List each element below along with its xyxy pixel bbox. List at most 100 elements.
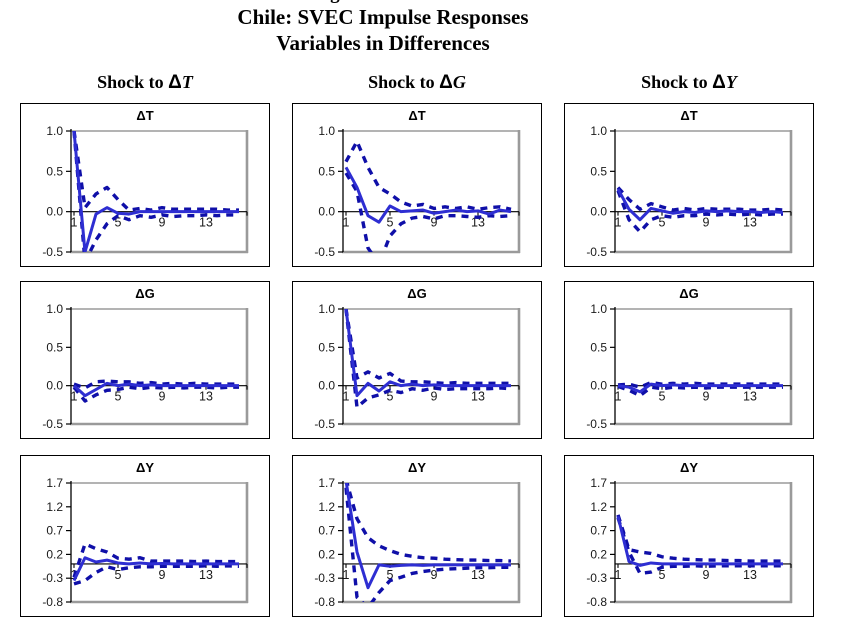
panel-title: ΔT xyxy=(136,108,154,123)
shock-prefix: Shock to xyxy=(97,72,169,92)
x-tick-label: 5 xyxy=(659,568,666,582)
irf-panel: ΔG 1.0 0.5 0.0 -0.5 1 5 9 13 xyxy=(564,281,814,439)
x-tick-label: 1 xyxy=(71,216,78,230)
lower-band-line xyxy=(73,564,240,586)
x-tick-label: 13 xyxy=(743,390,757,404)
x-tick-label: 9 xyxy=(431,216,438,230)
lower-band-line xyxy=(344,172,512,252)
x-tick-label: 9 xyxy=(431,568,438,582)
y-tick-label: 0.0 xyxy=(590,379,607,393)
irf-panel: ΔY 1.7 1.2 0.7 0.2 -0.3 -0.8 1 5 9 13 xyxy=(292,455,542,617)
y-tick-label: 0.5 xyxy=(46,164,63,178)
x-tick-label: 5 xyxy=(115,390,122,404)
delta-glyph: Δ xyxy=(439,72,453,93)
x-tick-label: 5 xyxy=(387,216,394,230)
y-tick-label: 1.0 xyxy=(318,302,335,316)
irf-panel: ΔT 1.0 0.5 0.0 -0.5 1 5 9 13 xyxy=(292,103,542,267)
y-tick-label: -0.3 xyxy=(586,571,607,585)
y-tick-label: 1.0 xyxy=(46,302,63,316)
delta-glyph: Δ xyxy=(168,72,182,93)
x-tick-label: 13 xyxy=(199,390,213,404)
response-line xyxy=(72,381,239,398)
panel-title: ΔG xyxy=(679,286,699,301)
lower-band-line xyxy=(617,384,783,398)
y-tick-label: -0.5 xyxy=(314,245,335,259)
response-line xyxy=(72,131,239,252)
y-tick-label: 0.5 xyxy=(46,340,63,354)
x-tick-label: 1 xyxy=(343,390,350,404)
y-tick-label: -0.5 xyxy=(42,417,63,431)
panel-title: ΔY xyxy=(407,460,426,475)
irf-chart: 1.0 0.5 0.0 -0.5 1 5 9 13 xyxy=(314,124,521,259)
upper-band-line xyxy=(344,309,511,386)
y-tick-label: 0.7 xyxy=(318,524,335,538)
y-tick-label: 1.0 xyxy=(318,124,335,138)
y-tick-label: 0.0 xyxy=(318,379,335,393)
panel-title: ΔG xyxy=(135,286,155,301)
upper-band-line xyxy=(73,379,239,390)
x-tick-label: 13 xyxy=(743,216,757,230)
response-line xyxy=(616,188,784,222)
irf-chart: 1.0 0.5 0.0 -0.5 1 5 9 13 xyxy=(42,124,249,259)
irf-chart: 1.71.20.70.2-0.3-0.81 5 9 13 xyxy=(42,476,249,609)
y-tick-label: 0.2 xyxy=(46,547,63,561)
lower-band-line xyxy=(72,131,239,252)
response-line xyxy=(617,382,783,394)
x-tick-label: 9 xyxy=(703,568,710,582)
response-line xyxy=(616,515,783,567)
lower-band-line xyxy=(344,487,511,602)
response-line xyxy=(72,556,239,582)
x-tick-label: 1 xyxy=(615,390,622,404)
y-tick-label: 1.0 xyxy=(590,302,607,316)
x-tick-label: 13 xyxy=(743,568,757,582)
irf-chart: 1.0 0.5 0.0 -0.5 1 5 9 13 xyxy=(586,124,793,259)
x-tick-label: 9 xyxy=(703,390,710,404)
y-tick-label: -0.8 xyxy=(586,595,607,609)
x-tick-label: 9 xyxy=(703,216,710,230)
y-tick-label: 0.0 xyxy=(318,205,335,219)
upper-band-line xyxy=(345,483,512,563)
shock-prefix: Shock to xyxy=(368,72,440,92)
lower-band-line xyxy=(616,517,783,576)
irf-chart: 1.71.20.70.2-0.3-0.81 5 9 13 xyxy=(314,476,521,609)
irf-chart: 1.0 0.5 0.0 -0.5 1 5 9 13 xyxy=(586,302,793,431)
panel-title: ΔT xyxy=(680,108,698,123)
x-tick-label: 1 xyxy=(615,568,622,582)
irf-panel: ΔT 1.0 0.5 0.0 -0.5 1 5 9 13 xyxy=(564,103,814,267)
y-tick-label: 0.5 xyxy=(590,164,607,178)
x-tick-label: 9 xyxy=(431,390,438,404)
x-tick-label: 5 xyxy=(387,568,394,582)
irf-panel: ΔT 1.0 0.5 0.0 -0.5 1 5 9 13 xyxy=(20,103,270,267)
shock-variable: Y xyxy=(725,72,737,92)
y-tick-label: 0.5 xyxy=(318,164,335,178)
y-tick-label: 0.0 xyxy=(46,379,63,393)
y-tick-label: -0.3 xyxy=(42,571,63,585)
panel-title: ΔG xyxy=(407,286,427,301)
irf-panel: ΔY 1.7 1.2 0.7 0.2 -0.3 -0.8 1 5 9 13 xyxy=(20,455,270,617)
y-tick-label: 1.2 xyxy=(46,500,63,514)
column-header-shock-dT: Shock to ΔT xyxy=(20,72,270,94)
response-line xyxy=(344,166,512,224)
x-tick-label: 1 xyxy=(71,390,78,404)
upper-band-line xyxy=(616,514,783,563)
panel-title: ΔT xyxy=(408,108,426,123)
y-tick-label: -0.3 xyxy=(314,571,335,585)
y-tick-label: 1.7 xyxy=(46,476,63,490)
y-tick-label: 0.7 xyxy=(590,524,607,538)
y-tick-label: -0.5 xyxy=(586,245,607,259)
y-tick-label: 0.7 xyxy=(46,524,63,538)
x-tick-label: 13 xyxy=(471,390,485,404)
shock-prefix: Shock to xyxy=(641,72,713,92)
x-tick-label: 9 xyxy=(159,390,166,404)
y-tick-label: 1.7 xyxy=(590,476,607,490)
y-tick-label: 1.7 xyxy=(318,476,335,490)
y-tick-label: 1.2 xyxy=(318,500,335,514)
irf-chart: 1.0 0.5 0.0 -0.5 1 5 9 13 xyxy=(314,302,521,431)
x-tick-label: 5 xyxy=(659,216,666,230)
figure-subtitle: Variables in Differences xyxy=(276,31,490,55)
x-tick-label: 1 xyxy=(343,568,350,582)
x-tick-label: 13 xyxy=(199,216,213,230)
x-tick-label: 5 xyxy=(387,390,394,404)
y-tick-label: 1.0 xyxy=(46,124,63,138)
